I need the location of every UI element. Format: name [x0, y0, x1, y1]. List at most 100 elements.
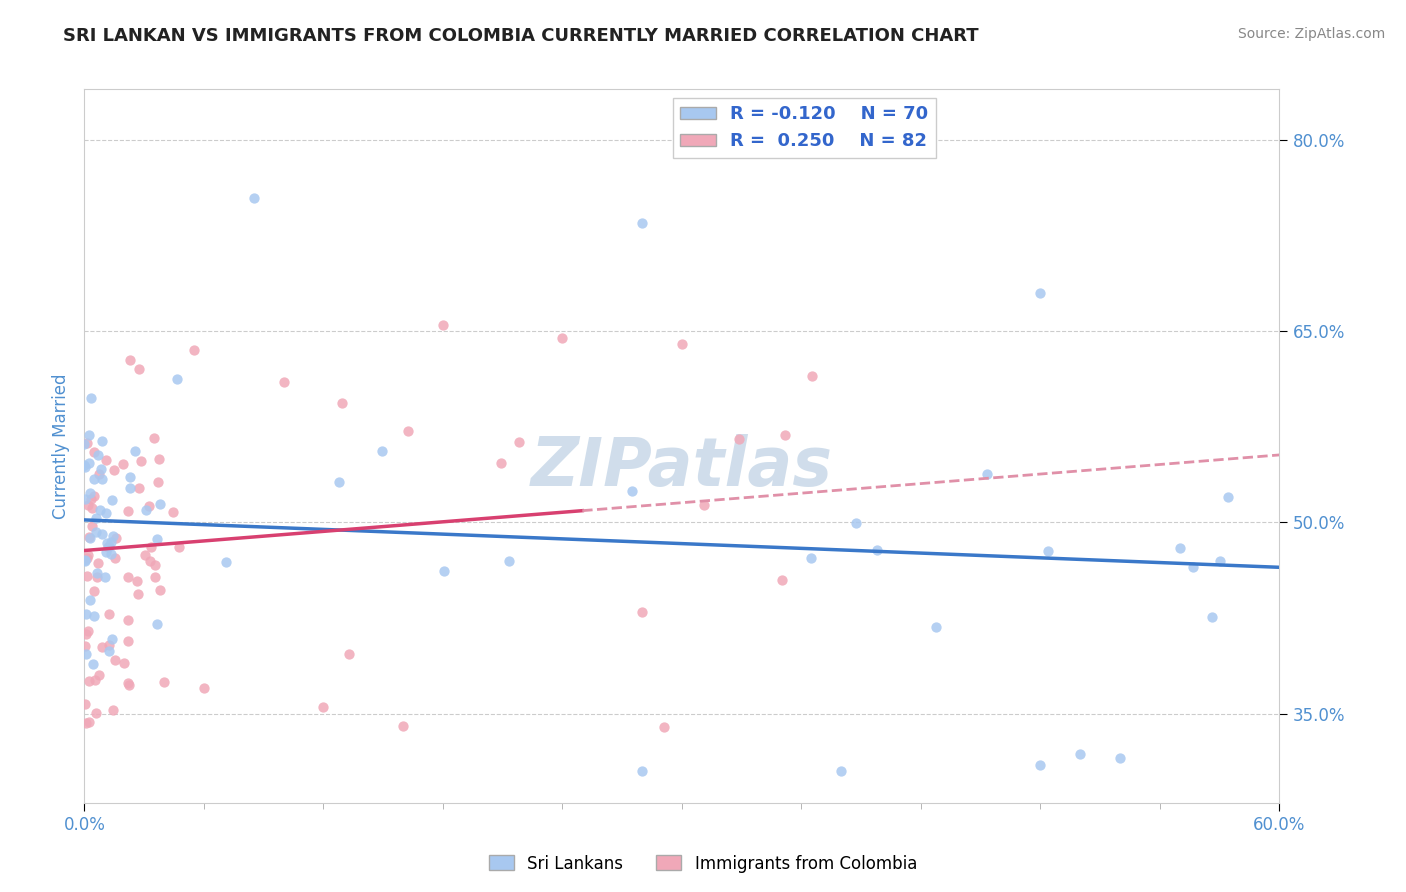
- Point: [183, 343, 205, 358]
- Point: [433, 564, 456, 578]
- Point: [1069, 747, 1091, 762]
- Point: [273, 376, 295, 390]
- Point: [97, 540, 120, 554]
- Point: [83, 584, 105, 599]
- Point: [141, 540, 163, 554]
- Point: [77, 624, 100, 638]
- Point: [97, 638, 120, 652]
- Point: [112, 457, 135, 471]
- Point: [101, 632, 124, 646]
- Point: [94, 506, 117, 520]
- Point: [392, 719, 415, 733]
- Point: [75, 627, 97, 641]
- Point: [312, 700, 335, 714]
- Point: [1038, 544, 1060, 558]
- Point: [73, 554, 96, 568]
- Text: SRI LANKAN VS IMMIGRANTS FROM COLOMBIA CURRENTLY MARRIED CORRELATION CHART: SRI LANKAN VS IMMIGRANTS FROM COLOMBIA C…: [63, 27, 979, 45]
- Point: [75, 647, 97, 661]
- Point: [83, 444, 105, 458]
- Point: [79, 592, 101, 607]
- Point: [127, 587, 149, 601]
- Point: [80, 491, 103, 506]
- Point: [91, 527, 114, 541]
- Point: [128, 481, 150, 495]
- Legend: R = -0.120    N = 70, R =  0.250    N = 82: R = -0.120 N = 70, R = 0.250 N = 82: [672, 98, 936, 158]
- Point: [76, 551, 98, 566]
- Point: [77, 456, 100, 470]
- Point: [621, 484, 644, 499]
- Point: [94, 545, 117, 559]
- Point: [84, 525, 107, 540]
- Point: [76, 568, 98, 582]
- Point: [800, 550, 823, 565]
- Point: [924, 619, 946, 633]
- Point: [139, 554, 162, 568]
- Point: [77, 673, 100, 688]
- Point: [396, 425, 419, 439]
- Point: [104, 653, 127, 667]
- Point: [77, 530, 100, 544]
- Point: [117, 613, 139, 627]
- Point: [129, 454, 152, 468]
- Point: [134, 548, 156, 562]
- Point: [135, 503, 157, 517]
- Point: [800, 368, 823, 383]
- Point: [337, 647, 360, 661]
- Point: [498, 554, 520, 568]
- Point: [96, 536, 118, 550]
- Point: [143, 570, 166, 584]
- Point: [76, 435, 98, 450]
- Point: [120, 353, 142, 368]
- Point: [84, 706, 107, 720]
- Point: [371, 444, 394, 458]
- Point: [91, 472, 114, 486]
- Point: [77, 427, 100, 442]
- Point: [77, 499, 100, 513]
- Point: [727, 433, 749, 447]
- Point: [75, 459, 97, 474]
- Point: [830, 764, 852, 778]
- Point: [148, 475, 170, 489]
- Point: [128, 362, 150, 376]
- Point: [91, 640, 114, 654]
- Point: [90, 462, 112, 476]
- Point: [97, 644, 120, 658]
- Point: [84, 510, 107, 524]
- Point: [631, 605, 654, 619]
- Point: [1029, 286, 1052, 301]
- Point: [127, 574, 149, 588]
- Point: [167, 541, 190, 555]
- Point: [770, 573, 793, 587]
- Point: [101, 703, 124, 717]
- Point: [77, 715, 100, 730]
- Point: [105, 531, 128, 545]
- Point: [508, 435, 530, 450]
- Point: [138, 499, 160, 513]
- Point: [118, 678, 141, 692]
- Point: [153, 674, 176, 689]
- Point: [93, 570, 115, 584]
- Text: ZIPatlas: ZIPatlas: [531, 434, 832, 500]
- Point: [775, 428, 797, 442]
- Point: [652, 720, 675, 734]
- Text: Source: ZipAtlas.com: Source: ZipAtlas.com: [1237, 27, 1385, 41]
- Point: [976, 467, 998, 481]
- Point: [83, 472, 105, 486]
- Y-axis label: Currently Married: Currently Married: [52, 373, 70, 519]
- Point: [1109, 751, 1132, 765]
- Point: [86, 557, 108, 571]
- Point: [148, 451, 170, 466]
- Point: [82, 657, 104, 672]
- Point: [103, 463, 125, 477]
- Point: [73, 553, 96, 567]
- Point: [83, 489, 105, 503]
- Point: [328, 475, 350, 490]
- Point: [866, 542, 889, 557]
- Point: [162, 505, 184, 519]
- Point: [693, 498, 716, 512]
- Point: [100, 548, 122, 562]
- Point: [83, 673, 105, 687]
- Point: [77, 549, 100, 563]
- Point: [75, 639, 97, 653]
- Point: [149, 583, 172, 598]
